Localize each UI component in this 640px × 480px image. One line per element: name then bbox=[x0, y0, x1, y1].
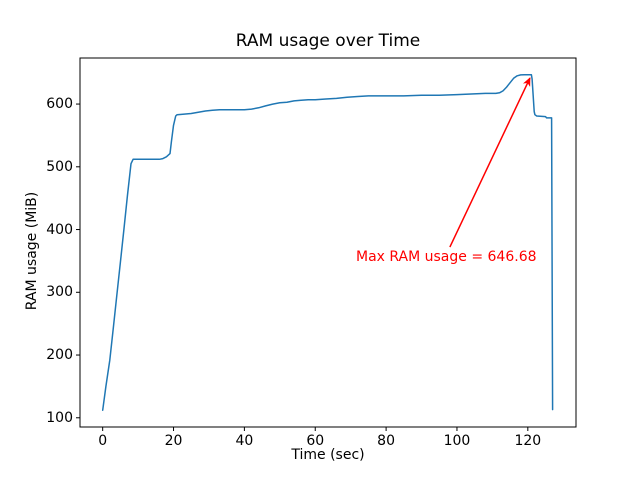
chart-title: RAM usage over Time bbox=[235, 31, 421, 51]
y-tick-label: 200 bbox=[46, 347, 73, 364]
x-axis-label: Time (sec) bbox=[291, 447, 365, 463]
x-tick-label: 120 bbox=[514, 433, 542, 449]
annotation-arrow bbox=[449, 77, 531, 248]
y-tick-label: 300 bbox=[46, 284, 73, 301]
plot-border bbox=[79, 57, 577, 428]
y-tick-label: 500 bbox=[46, 158, 73, 175]
max-ram-annotation: Max RAM usage = 646.68 bbox=[355, 248, 537, 265]
x-tick-label: 20 bbox=[164, 433, 183, 449]
y-tick-label: 400 bbox=[46, 221, 73, 238]
x-tick-label: 80 bbox=[377, 433, 395, 449]
y-axis-label: RAM usage (MiB) bbox=[24, 191, 40, 311]
y-tick-label: 100 bbox=[46, 409, 73, 426]
ram-usage-line bbox=[101, 74, 554, 411]
x-tick-label: 40 bbox=[235, 433, 254, 449]
x-tick-label: 60 bbox=[306, 433, 325, 449]
y-tick-label: 600 bbox=[46, 96, 73, 113]
x-tick-label: 0 bbox=[98, 433, 108, 449]
x-tick-label: 100 bbox=[443, 433, 471, 449]
